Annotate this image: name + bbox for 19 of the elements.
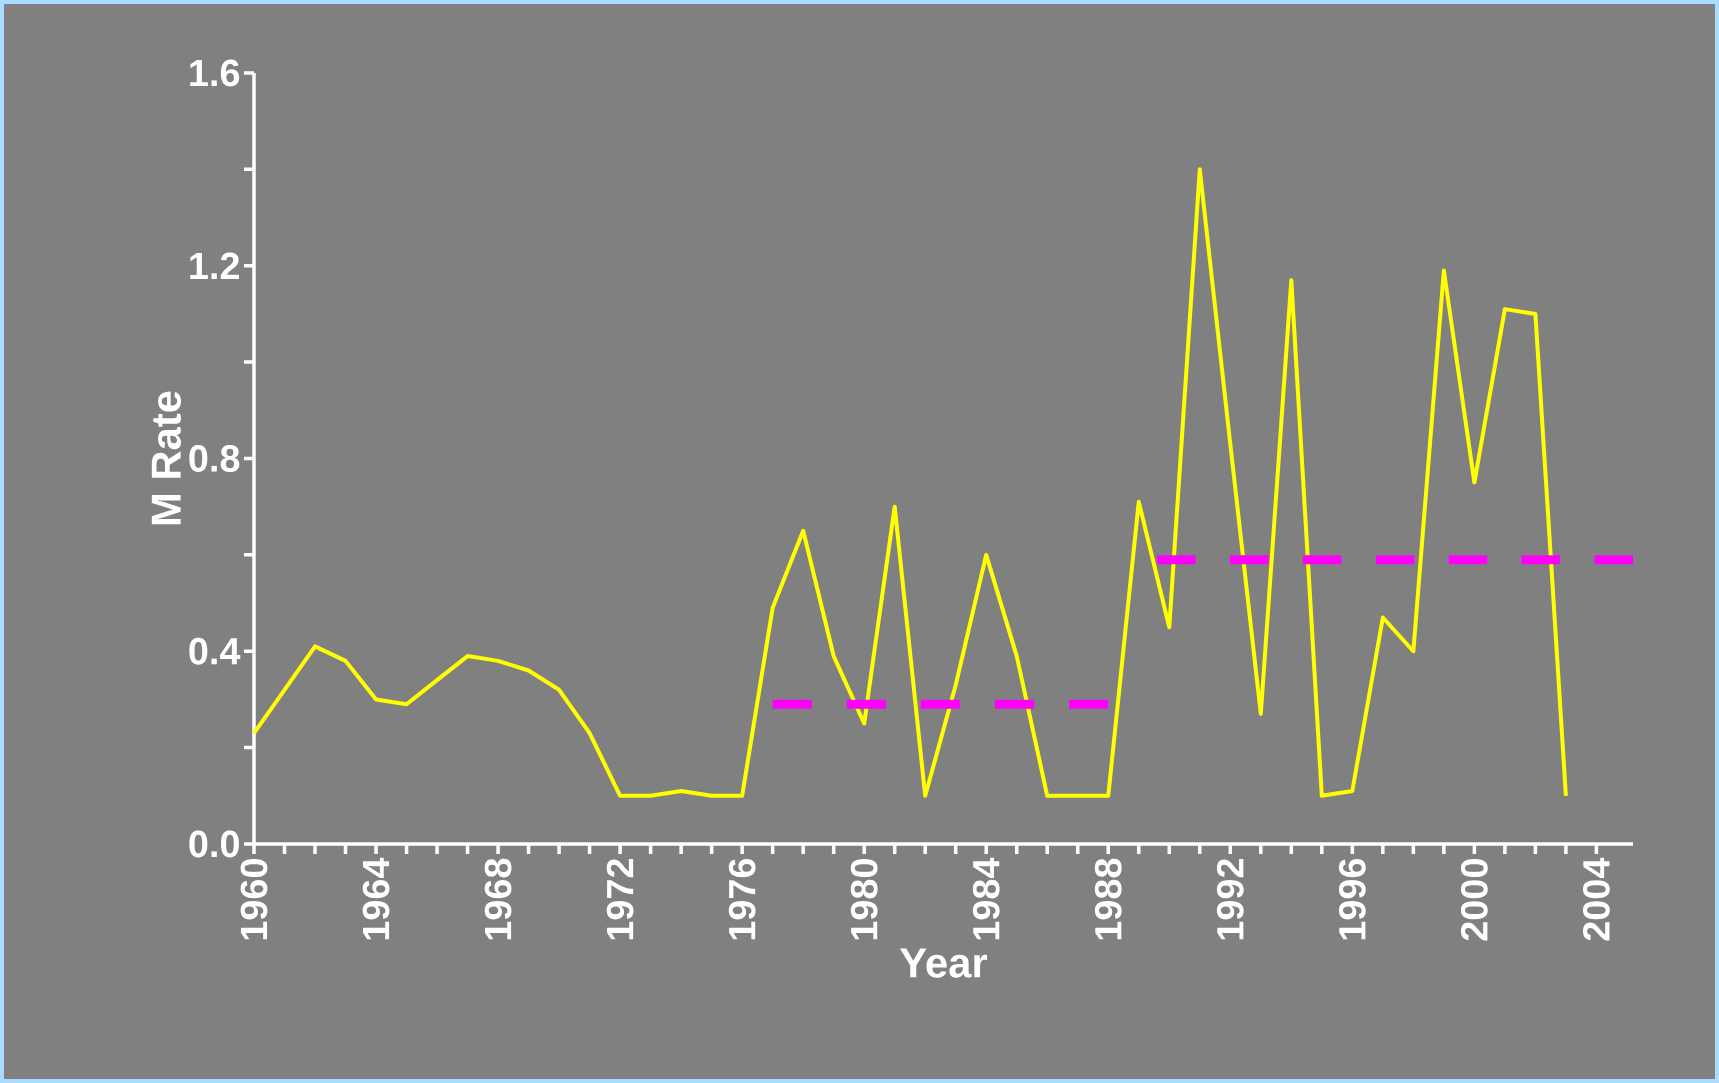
x-tick-label: 1972 bbox=[606, 859, 634, 940]
y-tick-label: 1.6 bbox=[190, 59, 240, 87]
x-tick-label: 1976 bbox=[728, 858, 756, 940]
y-tick-label: 0.4 bbox=[189, 637, 241, 665]
x-tick-label: 1960 bbox=[240, 859, 268, 940]
x-tick-label: 1964 bbox=[362, 857, 390, 940]
y-tick-label: 0.0 bbox=[189, 830, 239, 858]
x-axis-title: Year bbox=[900, 948, 988, 978]
x-tick-label: 1980 bbox=[850, 859, 878, 940]
x-tick-label: 2004 bbox=[1582, 857, 1610, 941]
y-axis-title: M Rate bbox=[151, 391, 182, 525]
y-tick-label: 0.8 bbox=[189, 445, 240, 472]
x-tick-label: 1988 bbox=[1094, 858, 1122, 940]
x-tick-label: 1992 bbox=[1216, 859, 1244, 940]
x-tick-label: 1968 bbox=[484, 858, 512, 940]
x-tick-label: 1996 bbox=[1338, 858, 1366, 940]
x-tick-label: 1984 bbox=[972, 857, 1000, 940]
x-tick-label: 2000 bbox=[1460, 859, 1488, 941]
y-tick-label: 1.2 bbox=[190, 252, 239, 279]
